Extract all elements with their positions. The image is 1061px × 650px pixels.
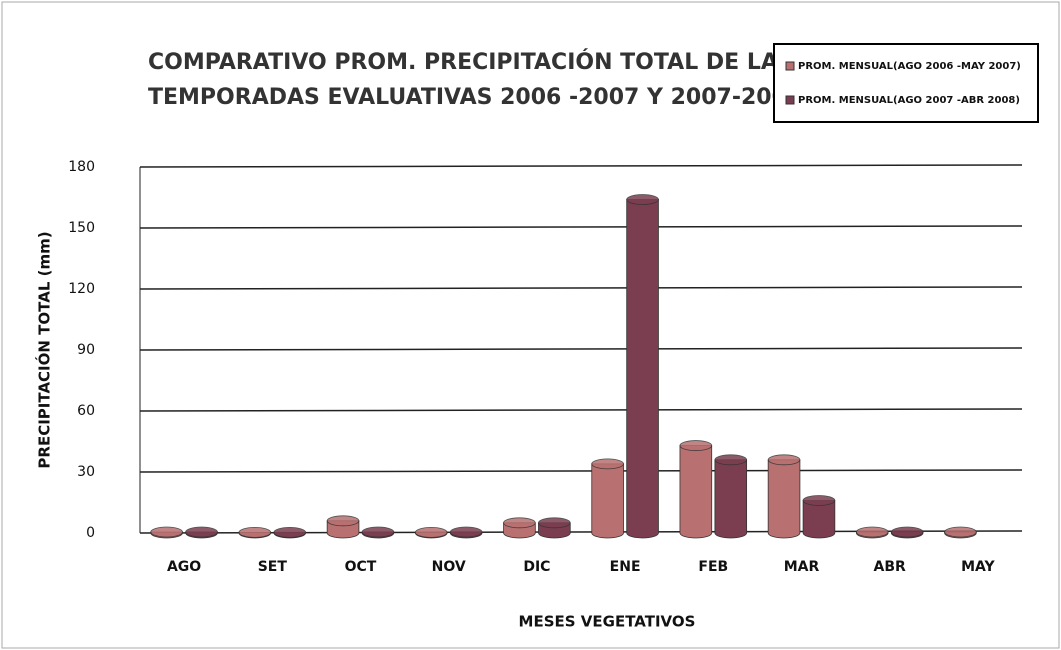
y-tick-label: 30	[77, 464, 95, 480]
y-tick-label: 90	[77, 342, 95, 358]
legend-label: PROM. MENSUAL(AGO 2006 -MAY 2007)	[798, 61, 1021, 72]
grid-line	[139, 164, 1023, 168]
bar-cap	[591, 458, 624, 470]
bar-cap	[503, 517, 536, 529]
grid-line	[139, 286, 1023, 290]
x-tick-label: ENE	[610, 559, 641, 575]
x-tick-label: DIC	[523, 559, 550, 575]
y-tick-label: 120	[68, 281, 95, 297]
x-tick-label: OCT	[345, 559, 377, 575]
x-axis-title: MESES VEGETATIVOS	[519, 613, 696, 631]
bar-cap	[238, 526, 272, 538]
grid-line	[139, 225, 1023, 229]
bar-cap	[449, 526, 483, 538]
y-tick-label: 60	[77, 403, 95, 419]
bar-cap	[326, 515, 360, 527]
legend-swatch	[785, 95, 795, 105]
bar-cap	[855, 526, 889, 538]
bar-cap	[150, 526, 183, 538]
bar-cap	[414, 526, 448, 538]
bar	[626, 199, 659, 539]
bar-cap	[185, 526, 218, 538]
grid-line	[139, 347, 1023, 351]
bar-cap	[714, 454, 748, 466]
bar-cap	[802, 495, 836, 506]
bar-cap	[890, 526, 924, 538]
x-tick-label: SET	[258, 559, 288, 575]
grid-line	[139, 469, 1023, 473]
bar-cap	[273, 526, 307, 538]
x-tick-label: FEB	[698, 559, 728, 575]
legend-box	[773, 43, 1039, 123]
x-tick-label: ABR	[874, 559, 907, 575]
legend-label: PROM. MENSUAL(AGO 2007 -ABR 2008)	[798, 95, 1020, 106]
x-tick-label: NOV	[432, 559, 466, 575]
legend-swatch	[785, 61, 795, 71]
chart-subtitle: TEMPORADAS EVALUATIVAS 2006 -2007 Y 2007…	[148, 85, 802, 110]
bar	[714, 459, 748, 539]
y-axis-title: PRECIPITACIÓN TOTAL (mm)	[35, 231, 54, 468]
bar	[591, 463, 624, 539]
x-tick-label: MAR	[784, 559, 820, 575]
x-tick-label: AGO	[167, 559, 201, 575]
y-tick-label: 150	[68, 220, 95, 236]
bar-cap	[944, 526, 977, 538]
bar	[679, 445, 713, 539]
bar-cap	[679, 440, 713, 451]
x-tick-label: MAY	[961, 559, 995, 575]
bar-cap	[626, 194, 659, 205]
bar-cap	[767, 454, 801, 466]
bar-cap	[538, 517, 571, 529]
chart-title: COMPARATIVO PROM. PRECIPITACIÓN TOTAL DE…	[148, 49, 794, 75]
grid-line	[139, 408, 1023, 412]
y-tick-label: 180	[68, 159, 95, 175]
bar	[802, 500, 836, 539]
bar	[767, 459, 801, 539]
bar-cap	[361, 526, 395, 538]
grid-line	[139, 530, 1023, 534]
y-tick-label: 0	[86, 525, 95, 541]
